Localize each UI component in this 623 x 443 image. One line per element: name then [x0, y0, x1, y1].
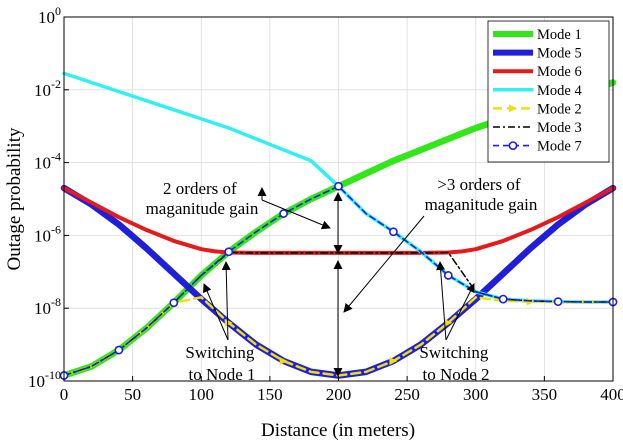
legend-label: Mode 3 — [537, 120, 582, 136]
legend-item-mode-3: Mode 3 — [493, 120, 582, 136]
x-tick-label: 350 — [532, 385, 558, 404]
x-axis-label: Distance (in meters) — [261, 420, 415, 441]
x-tick-label: 150 — [257, 385, 283, 404]
marker-mode-7 — [334, 181, 343, 191]
annotation-switch-node1-line2: to Node 1 — [188, 365, 255, 384]
arrow-3orders-diag — [343, 215, 425, 313]
legend-label: Mode 4 — [537, 83, 582, 99]
annotations: 2 orders of maganitude gain >3 orders of… — [146, 175, 538, 384]
annotation-2-orders-line2: maganitude gain — [146, 199, 259, 218]
legend-item-mode-2: Mode 2 — [493, 101, 582, 117]
x-tick-label: 300 — [463, 385, 489, 404]
marker-mode-2 — [389, 356, 398, 365]
legend-label: Mode 6 — [537, 64, 582, 80]
legend-label: Mode 2 — [537, 101, 582, 117]
marker-mode-2 — [279, 356, 288, 365]
arrow-switch1-b — [221, 261, 231, 341]
marker-mode-7 — [279, 209, 288, 218]
legend-item-mode-7: Mode 7 — [493, 139, 582, 155]
x-tick-label: 400 — [600, 385, 623, 404]
axis-ticks: 0 50 100 150 200 250 300 350 400 100 10-2 10-4 10-6 1… — [28, 4, 623, 404]
y-tick-label: 10-2 — [34, 77, 61, 100]
legend-marker — [509, 104, 517, 113]
arrow-switch2-a — [436, 261, 447, 341]
y-tick-label: 10-4 — [34, 150, 61, 173]
annotation-3-orders-line1: >3 orders of — [437, 175, 521, 194]
annotation-3-orders-line2: maganitude gain — [425, 195, 538, 214]
marker-mode-2 — [444, 318, 453, 327]
annotation-3-orders: >3 orders of maganitude gain — [425, 175, 538, 214]
legend: Mode 1 Mode 5 Mode 6 Mode 4 Mode 2 Mode 3 Mode… — [487, 20, 610, 163]
arrow-switch2-b — [445, 283, 475, 341]
legend-label: Mode 1 — [537, 27, 582, 43]
x-tick-label: 0 — [60, 385, 69, 404]
legend-item-mode-1: Mode 1 — [493, 27, 582, 43]
marker-mode-7 — [498, 294, 508, 304]
arrow-switch1-a — [203, 283, 229, 341]
annotation-switch-node2-line2: to Node 2 — [422, 365, 489, 384]
y-tick-label: 10-10 — [28, 368, 61, 391]
y-tick-label: 10-6 — [34, 222, 61, 245]
x-tick-label: 50 — [124, 385, 141, 404]
annotation-switch-node1-line1: Switching — [185, 343, 254, 362]
marker-mode-7 — [553, 297, 563, 307]
marker-mode-7 — [224, 247, 234, 257]
legend-item-mode-6: Mode 6 — [493, 64, 582, 80]
annotation-switch-node1: Switching to Node 1 — [185, 343, 258, 384]
y-tick-label: 10-8 — [34, 295, 61, 318]
legend-item-mode-5: Mode 5 — [493, 46, 582, 62]
legend-label: Mode 5 — [537, 46, 582, 62]
annotation-switch-node2-line1: Switching — [419, 343, 488, 362]
legend-label: Mode 7 — [537, 139, 582, 155]
x-tick-label: 250 — [394, 385, 420, 404]
x-tick-label: 100 — [189, 385, 215, 404]
legend-marker — [508, 141, 518, 150]
marker-mode-7 — [443, 271, 453, 280]
arrow-2orders-diag — [261, 199, 331, 230]
legend-item-mode-4: Mode 4 — [493, 83, 582, 99]
marker-mode-7 — [169, 298, 179, 308]
marker-mode-2 — [224, 318, 233, 327]
annotation-switch-node2: Switching to Node 2 — [419, 343, 492, 384]
y-tick-label: 100 — [38, 4, 61, 27]
marker-mode-7 — [388, 227, 398, 237]
marker-mode-7 — [114, 345, 124, 355]
annotation-2-orders-line1: 2 orders of — [163, 179, 237, 198]
y-axis-label: Outage probability — [4, 127, 25, 270]
x-tick-label: 200 — [326, 385, 352, 404]
annotation-2-orders: 2 orders of maganitude gain — [146, 179, 259, 218]
